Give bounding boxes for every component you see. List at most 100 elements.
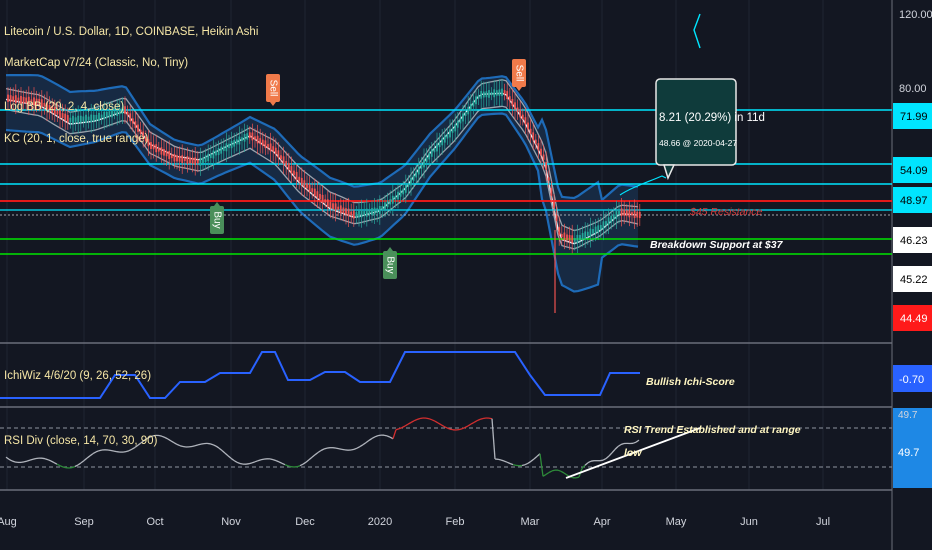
candle-body (220, 146, 223, 154)
candle-body (228, 143, 230, 149)
candle-body (259, 138, 262, 145)
candle-body (412, 175, 415, 181)
rsi-segment (200, 442, 205, 445)
candle-body (633, 210, 636, 219)
candle-body (407, 183, 410, 187)
rsi-segment (98, 449, 103, 452)
rsi-segment (260, 458, 265, 461)
rsi-segment (533, 455, 538, 460)
candle-body (248, 132, 251, 138)
signal-buy[interactable]: Buy (383, 247, 397, 279)
rsi-segment (524, 462, 529, 466)
candle-body (467, 106, 470, 115)
rsi-segment (551, 469, 556, 472)
rsi-segment (77, 462, 82, 466)
candle-body (298, 176, 301, 182)
candle-body (92, 114, 95, 122)
candle-body (506, 91, 509, 100)
rsi-segment (476, 418, 481, 422)
time-axis-label: Apr (593, 516, 610, 528)
candle-body (371, 208, 373, 216)
price-axis[interactable]: 120.00 80.00 71.99 54.09 48.97 46.23 45.22 44… (893, 9, 932, 331)
price-badge (893, 227, 932, 253)
rsi-segment (611, 448, 616, 454)
candle-body (602, 221, 605, 230)
candle-body (12, 96, 15, 102)
candle-body (90, 114, 93, 123)
candle-body (345, 208, 347, 215)
time-axis[interactable]: Aug Sep Oct Nov Dec 2020 Feb Mar Apr May Jun Jul (0, 516, 830, 528)
ichi-value-label: -0.70 (899, 374, 924, 386)
vertical-grid (6, 0, 824, 490)
rsi-segment (602, 458, 607, 461)
candle-body (69, 117, 72, 123)
projection-path (619, 175, 667, 196)
rsi-tick-2: 49.7 (898, 447, 919, 459)
candle-body (425, 157, 428, 163)
projection-callout[interactable]: 8.21 (20.29%) in 11d 48.66 @ 2020-04-27 (655, 78, 765, 181)
rsi-segment (557, 469, 562, 472)
rsi-segment (113, 450, 118, 453)
signal-buy[interactable]: Buy (210, 202, 224, 234)
candle-body (173, 153, 176, 162)
price-badge-label: 71.99 (900, 111, 928, 123)
candle-body (589, 228, 592, 237)
candle-body (610, 215, 613, 223)
rsi-segment (338, 448, 343, 451)
candle-body (631, 212, 633, 216)
candle-body (121, 107, 124, 114)
candle-body (454, 124, 457, 132)
rsi-segment (365, 439, 370, 444)
candle-body (415, 171, 418, 178)
candle-body (519, 109, 522, 118)
rsi-segment (353, 447, 358, 451)
candle-body (113, 111, 116, 115)
candle-body (196, 159, 199, 164)
ichi-annotation: Bullish Ichi-Score (646, 376, 735, 388)
candle-body (545, 162, 548, 170)
candle-body (217, 148, 220, 156)
candle-body (25, 97, 28, 104)
signal-box (266, 74, 280, 102)
candle-body (285, 160, 288, 166)
rsi-segment (59, 465, 64, 468)
candle-body (597, 225, 600, 233)
candle-body (571, 235, 574, 243)
candle-body (332, 203, 334, 210)
rsi-segment (308, 456, 313, 461)
candle-body (131, 118, 134, 124)
rsi-segment (404, 423, 409, 427)
rsi-segment (257, 459, 262, 462)
candle-body (303, 180, 306, 188)
candle-body (33, 97, 35, 106)
candle-body (256, 135, 259, 144)
horizontal-levels (0, 109, 892, 255)
indicator-legend-1: MarketCap v7/24 (Classic, No, Tiny) (4, 57, 189, 69)
rsi-segment (392, 429, 397, 440)
candle-body (20, 95, 22, 104)
candle-body (82, 116, 85, 122)
candle-body (326, 199, 329, 207)
signal-sell[interactable]: Sell (512, 59, 526, 91)
symbol-title: Litecoin / U.S. Dollar, 1D, COINBASE, He… (4, 26, 259, 38)
candle-body (449, 129, 451, 138)
rsi-segment (164, 436, 169, 440)
candle-body (417, 166, 420, 175)
candle-body (261, 139, 264, 146)
support-annotation: Breakdown Support at $37 (650, 239, 784, 251)
rsi-segment (227, 455, 232, 459)
time-axis-label: Mar (521, 516, 540, 528)
rsi-segment (254, 460, 259, 463)
candle-body (264, 140, 267, 149)
candle-body (207, 153, 210, 162)
candle-body (618, 210, 620, 215)
rsi-segment (401, 425, 406, 429)
candle-body (313, 188, 316, 197)
candle-body (586, 231, 589, 236)
rsi-segment (212, 444, 217, 447)
candle-body (295, 171, 298, 180)
rsi-segment (599, 459, 604, 462)
rsi-value-badge (893, 408, 932, 488)
signal-sell[interactable]: Sell (266, 74, 280, 106)
